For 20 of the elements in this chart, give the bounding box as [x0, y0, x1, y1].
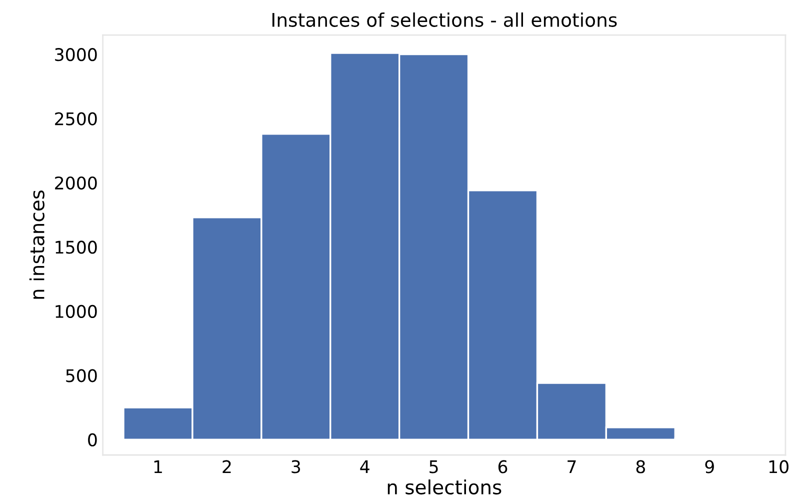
x-tick-label: 5 — [430, 460, 438, 474]
x-tick-label: 2 — [222, 460, 231, 474]
y-tick-label: 0 — [88, 433, 97, 446]
x-axis-title: n selections — [388, 479, 502, 494]
x-tick-label: 7 — [568, 460, 576, 474]
x-tick-label: 4 — [360, 460, 370, 474]
x-tick-label: 6 — [498, 460, 508, 474]
x-tick-label: 8 — [636, 460, 645, 474]
y-tick-label: 1000 — [56, 304, 97, 318]
y-tick-label: 2500 — [55, 112, 97, 126]
x-tick-label: 9 — [705, 460, 714, 474]
x-tick-label: 10 — [769, 460, 788, 474]
x-tick-label: 3 — [292, 460, 300, 474]
chart-title: Instances of selections - all emotions — [272, 12, 617, 27]
y-tick-label: 1500 — [56, 240, 97, 254]
y-tick-label: 2000 — [55, 176, 97, 190]
x-tick-label: 1 — [154, 460, 162, 474]
y-tick-label: 500 — [66, 369, 97, 382]
y-tick-label: 3000 — [55, 48, 97, 62]
y-axis-title: n instances — [29, 190, 44, 299]
